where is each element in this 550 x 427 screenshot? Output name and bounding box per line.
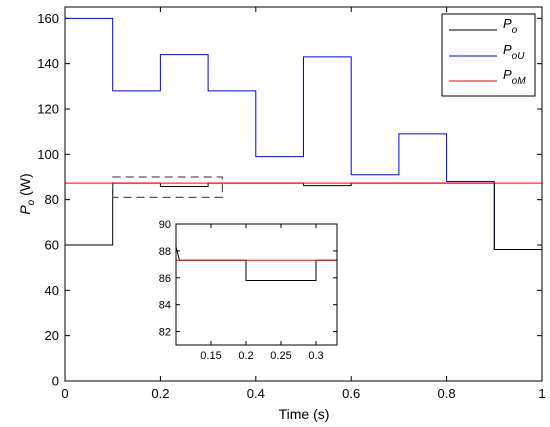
x-tick-label: 0: [61, 386, 68, 401]
inset-y-tick-label: 90: [159, 219, 171, 231]
inset-x-tick-label: 0.15: [200, 350, 221, 362]
legend-label: PoU: [503, 42, 525, 62]
y-tick-label: 120: [37, 102, 59, 117]
y-axis-label-unit: (W): [17, 173, 33, 199]
x-tick-label: 1: [538, 386, 545, 401]
zoom-box: [112, 176, 224, 198]
legend: Po PoU PoM: [441, 13, 536, 97]
inset-y-tick-label: 84: [159, 300, 171, 312]
x-tick-label: 0.2: [151, 386, 169, 401]
inset-y-tick-label: 86: [159, 273, 171, 285]
x-tick-label: 0.8: [438, 386, 456, 401]
inset-y-tick-label: 88: [159, 246, 171, 258]
y-tick-label: 100: [37, 147, 59, 162]
y-tick-label: 140: [37, 56, 59, 71]
y-axis-label-main: P: [17, 205, 33, 215]
inset-x-tick-label: 0.25: [270, 350, 291, 362]
legend-label: PoM: [503, 67, 526, 87]
x-axis-label: Time (s): [279, 406, 330, 422]
x-tick-label: 0.4: [247, 386, 265, 401]
inset-y-tick-label: 82: [159, 327, 171, 339]
series-line-PoU: [65, 17, 542, 251]
inset-frame: [175, 223, 338, 346]
plot-frame: [64, 6, 543, 382]
inset-ticks: 0.15 0.2 0.25 0.3 82 84 86 88 90: [159, 219, 337, 362]
inset-series: [175, 246, 337, 281]
svg-text:Po (W): Po (W): [17, 173, 37, 214]
y-tick-label: 80: [45, 192, 59, 207]
y-tick-label: 40: [45, 283, 59, 298]
inset-x-tick-label: 0.2: [238, 350, 253, 362]
y-tick-label: 60: [45, 238, 59, 253]
y-tick-label: 20: [45, 328, 59, 343]
main-series: [65, 17, 542, 251]
legend-box: [441, 13, 536, 97]
inset-x-tick-label: 0.3: [308, 350, 323, 362]
inset-chart: 0.15 0.2 0.25 0.3 82 84 86 88 90: [159, 219, 338, 362]
y-axis-label-sub: o: [26, 199, 37, 205]
x-tick-label: 0.6: [342, 386, 360, 401]
inset-plot-area: [176, 224, 337, 345]
legend-label: Po: [503, 16, 518, 36]
y-tick-label: 160: [37, 11, 59, 26]
y-tick-label: 0: [52, 374, 59, 389]
y-axis-label: Po (W): [17, 173, 37, 214]
zoom-region-marker: [112, 176, 224, 198]
